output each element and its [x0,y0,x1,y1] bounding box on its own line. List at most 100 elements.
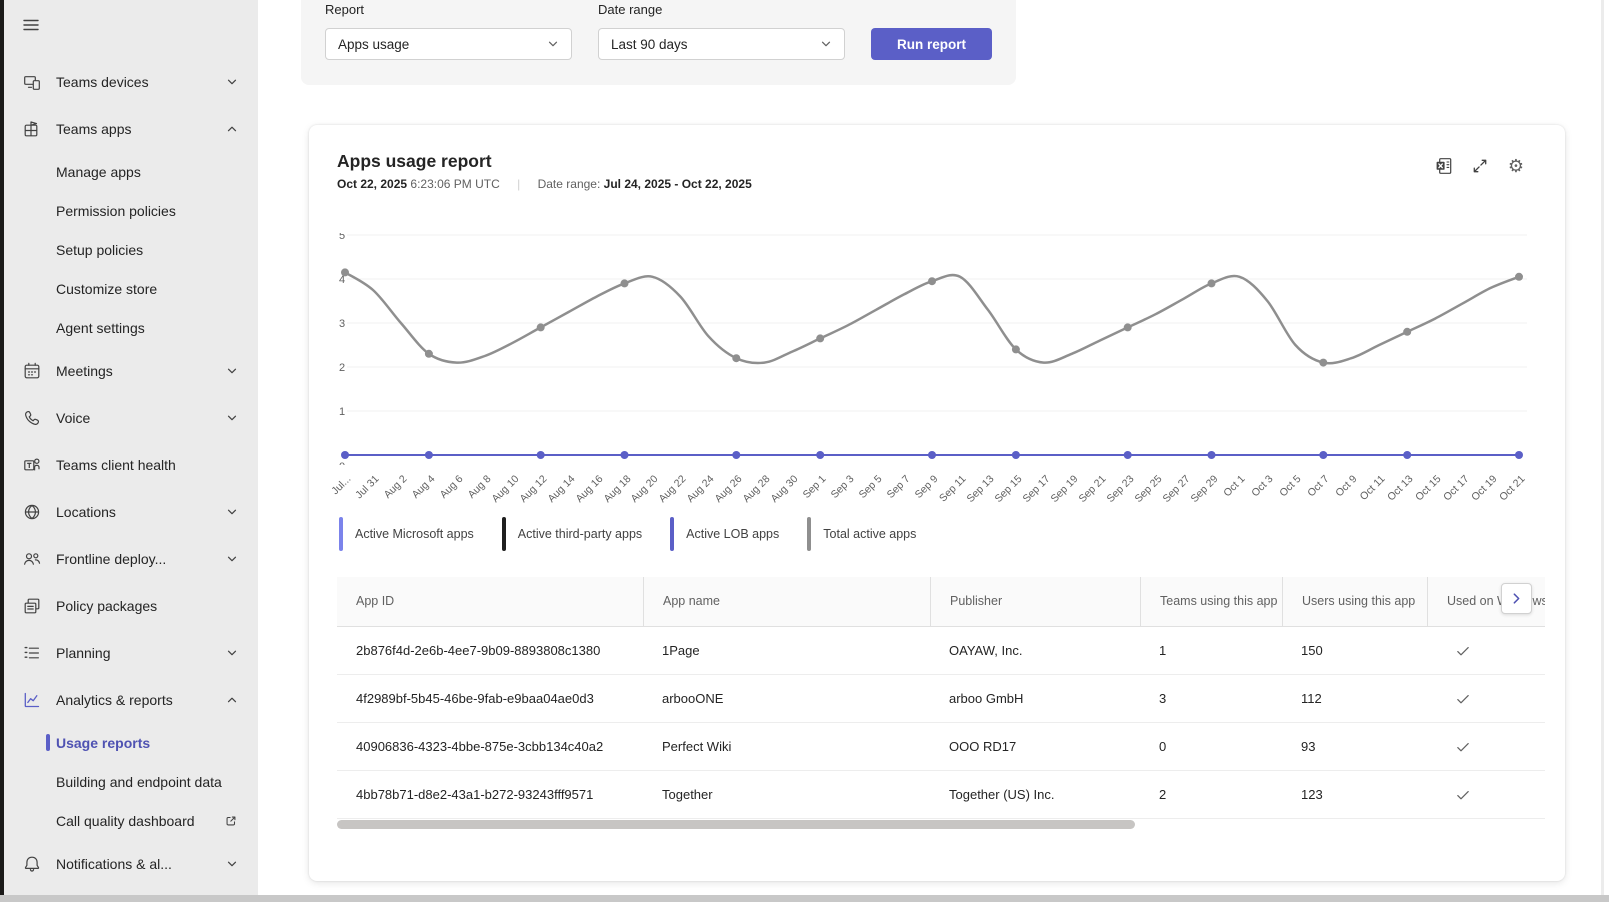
date-range-filter-label: Date range [598,2,663,17]
sidebar-item-building-and-endpoint-data[interactable]: Building and endpoint data [4,762,258,801]
sidebar-item-teams-client-health[interactable]: Teams client health [4,441,258,488]
sidebar-item-analytics-reports[interactable]: Analytics & reports [4,676,258,723]
date-range-select[interactable]: Last 90 days [598,28,845,60]
table-row[interactable]: 2b876f4d-2e6b-4ee7-9b09-8893808c1380 1Pag… [337,627,1545,675]
chevron-up-icon [226,694,238,706]
apps-usage-line-chart: 0 1 2 3 4 5 [339,233,1527,465]
sidebar-item-label: Call quality dashboard [56,812,195,829]
checkmark-icon [1455,787,1471,803]
sidebar-item-setup-policies[interactable]: Setup policies [4,230,258,269]
legend-item-active-lob-apps[interactable]: Active LOB apps [670,517,793,551]
report-filter-label: Report [325,2,365,17]
sidebar-item-label: Frontline deploy... [56,550,167,567]
chevron-up-icon [226,123,238,135]
checkmark-icon [1455,691,1471,707]
meta-separator: | [517,177,521,191]
sidebar-item-agent-settings[interactable]: Agent settings [4,308,258,347]
table-row[interactable]: 40906836-4323-4bbe-875e-3cbb134c40a2 Perf… [337,723,1545,771]
data-point-marker [816,334,825,343]
sidebar-item-policy-packages[interactable]: Policy packages [4,582,258,629]
sidebar-item-meetings[interactable]: Meetings [4,347,258,394]
legend-item-total-active-apps[interactable]: Total active apps [807,517,930,551]
sidebar-item-label: Teams client health [56,456,176,473]
hamburger-icon [23,19,39,30]
column-header-users-using-this-app[interactable]: Users using this app [1282,577,1427,626]
svg-text:0: 0 [339,461,345,465]
sidebar-item-planning[interactable]: Planning [4,629,258,676]
hamburger-menu-button[interactable] [21,14,41,38]
calendar-icon [22,361,42,381]
health-icon [22,455,42,475]
sidebar-item-notifications-al[interactable]: Notifications & al... [4,840,258,887]
data-point-marker [424,451,433,459]
chevron-down-icon [547,38,559,50]
sidebar-item-manage-apps[interactable]: Manage apps [4,152,258,191]
column-header-app-id[interactable]: App ID [356,594,395,608]
report-card: Apps usage report Oct 22, 2025 6:23:06 P… [309,125,1565,881]
sidebar-item-teams-devices[interactable]: Teams devices [4,58,258,105]
sidebar-item-permission-policies[interactable]: Permission policies [4,191,258,230]
legend-color-bar [501,517,506,551]
sidebar-item-label: Usage reports [56,734,151,751]
people-icon [22,549,42,569]
settings-button[interactable]: ⚙ [1505,155,1527,177]
sidebar-item-locations[interactable]: Locations [4,488,258,535]
sidebar-item-label: Agent settings [56,319,145,336]
data-point-marker [732,451,741,459]
data-point-marker [1515,272,1523,281]
sidebar-item-label: Teams apps [56,120,132,137]
column-header-app-name[interactable]: App name [643,577,930,626]
table-row[interactable]: 4bb78b71-d8e2-43a1-b272-93243fff9571 Toge… [337,771,1545,819]
sidebar-item-label: Analytics & reports [56,691,173,708]
cell-publisher: Together (US) Inc. [949,787,1055,802]
legend-color-bar [670,517,675,551]
sidebar-item-call-quality-dashboard[interactable]: Call quality dashboard [4,801,258,840]
apps-icon [22,119,42,139]
cell-app-id: 40906836-4323-4bbe-875e-3cbb134c40a2 [356,739,604,754]
legend-item-active-microsoft-apps[interactable]: Active Microsoft apps [339,517,488,551]
column-header-teams-using-this-app[interactable]: Teams using this app [1140,577,1282,626]
sidebar-item-voice[interactable]: Voice [4,394,258,441]
data-point-marker [424,349,433,358]
cell-teams-using: 1 [1159,643,1167,658]
apps-usage-table: App ID App name Publisher Teams using this … [337,577,1545,819]
date-range-label: Date range: [537,177,601,191]
data-point-marker [928,277,936,286]
report-select[interactable]: Apps usage [325,28,572,60]
sidebar-item-label: Locations [56,503,116,520]
data-point-marker [1123,451,1132,459]
run-report-button[interactable]: Run report [871,28,992,60]
cell-users-using: 93 [1301,739,1316,754]
svg-text:5: 5 [339,233,345,242]
cell-publisher: OOO RD17 [949,739,1017,754]
vertical-scrollbar-track[interactable] [1601,0,1604,902]
chevron-down-icon [226,506,238,518]
legend-item-active-third-party-apps[interactable]: Active third-party apps [501,517,656,551]
sidebar-item-label: Building and endpoint data [56,773,222,790]
chevron-down-icon [820,38,832,50]
data-point-marker [1011,345,1020,354]
sidebar-item-customize-store[interactable]: Customize store [4,269,258,308]
chart-icon [22,690,42,710]
scroll-columns-right-button[interactable] [1501,583,1532,614]
sidebar-item-usage-reports[interactable]: Usage reports [4,723,258,762]
horizontal-scrollbar-thumb[interactable] [337,820,1135,829]
sidebar-item-label: Customize store [56,280,158,297]
sidebar-item-teams-apps[interactable]: Teams apps [4,105,258,152]
table-row[interactable]: 4f2989bf-5b45-46be-9fab-e9baa04ae0d3 arbo… [337,675,1545,723]
data-point-marker [1207,451,1216,459]
column-header-publisher[interactable]: Publisher [930,577,1140,626]
legend-color-bar [807,517,812,551]
date-range-select-value: Last 90 days [611,36,688,52]
fullscreen-button[interactable] [1469,155,1491,177]
sidebar-item-frontline-deploy[interactable]: Frontline deploy... [4,535,258,582]
expand-icon [1470,156,1490,176]
svg-text:1: 1 [339,406,345,418]
chevron-right-icon [1513,593,1520,604]
export-to-excel-button[interactable] [1433,155,1455,177]
cell-app-name: Perfect Wiki [662,739,732,754]
generated-date: Oct 22, 2025 [337,177,408,191]
globe-icon [22,502,42,522]
generated-time: 6:23:06 PM UTC [410,177,500,191]
data-point-marker [928,451,936,459]
